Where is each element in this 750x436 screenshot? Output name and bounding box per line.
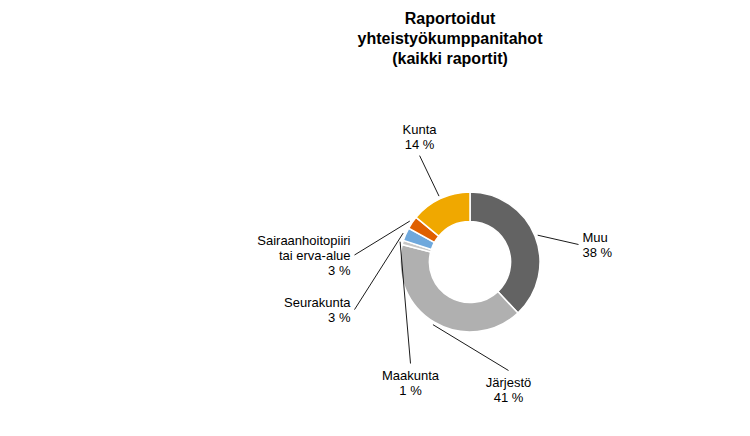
slice-label-line: Järjestö — [486, 375, 532, 390]
slice-label-line: Muu — [583, 230, 608, 245]
value-label: 14 % — [405, 137, 435, 152]
title: Raportoidut yhteistyökumppanitahot (kaikki… — [358, 10, 544, 67]
slice-label: Järjestö — [486, 375, 532, 390]
value-label: 3 % — [328, 310, 351, 325]
title-line: (kaikki raportit) — [392, 50, 508, 67]
value-label: 1 % — [399, 383, 422, 398]
slice-label: Seurakunta — [284, 295, 351, 310]
title-line: Raportoidut — [405, 10, 496, 27]
slice — [416, 192, 470, 236]
chart-svg: Raportoidut yhteistyökumppanitahot (kaikki… — [0, 0, 750, 436]
leader-line — [538, 235, 579, 244]
slice-label: Sairaanhoitopiiritai erva-alue — [257, 233, 350, 263]
labels: Muu38 % Järjestö41 % Maakunta1 % Seurakunta… — [257, 122, 612, 405]
slice — [400, 245, 518, 332]
value-label: 41 % — [494, 390, 524, 405]
slice-label-line: Seurakunta — [284, 295, 351, 310]
title-line: yhteistyökumppanitahot — [358, 30, 544, 47]
leader-line — [355, 221, 410, 255]
leader-line — [420, 156, 439, 197]
leader-line — [355, 233, 404, 310]
value-label: 3 % — [328, 263, 351, 278]
slice — [470, 192, 540, 313]
slice-label-line: tai erva-alue — [279, 248, 351, 263]
leader-line — [433, 325, 509, 371]
leader-line — [400, 242, 410, 364]
pie-group — [400, 192, 540, 332]
slice-label: Muu — [583, 230, 608, 245]
slice-label-line: Kunta — [403, 122, 438, 137]
slice-label-line: Maakunta — [382, 368, 440, 383]
value-label: 38 % — [583, 245, 613, 260]
slice-label: Kunta — [403, 122, 438, 137]
slice-label: Maakunta — [382, 368, 440, 383]
slice-label-line: Sairaanhoitopiiri — [257, 233, 350, 248]
